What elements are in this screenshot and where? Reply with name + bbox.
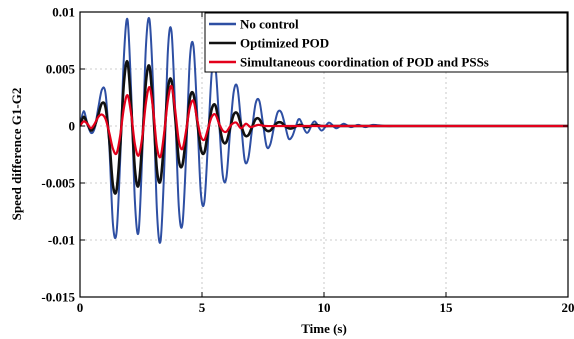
- y-axis-label: Speed difference G1-G2: [9, 88, 24, 221]
- tick-labels: 0 5 10 15 20 0.01 0.005 0 -0.005 -0.01 -0.015: [41, 5, 574, 316]
- y-tick-label: -0.01: [48, 233, 75, 248]
- legend-label-no-control: No control: [240, 17, 299, 32]
- series-line-no-control: [80, 17, 568, 244]
- y-tick-label: -0.005: [41, 176, 75, 191]
- y-tick-label: 0.01: [52, 5, 75, 20]
- x-tick-label: 5: [199, 300, 206, 315]
- y-tick-label: 0: [69, 119, 76, 134]
- x-tick-label: 0: [77, 300, 84, 315]
- x-tick-label: 20: [562, 300, 574, 315]
- legend-label-optimized-pod: Optimized POD: [240, 36, 329, 51]
- series-layer: [80, 17, 568, 244]
- legend-label-simultaneous-coordination: Simultaneous coordination of POD and PSS…: [240, 55, 489, 70]
- legend: No control Optimized POD Simultaneous co…: [204, 12, 568, 73]
- x-tick-label: 15: [440, 300, 454, 315]
- y-tick-label: 0.005: [46, 62, 76, 77]
- series-line-optimized-pod: [80, 59, 568, 195]
- x-tick-label: 10: [318, 300, 331, 315]
- x-axis-label: Time (s): [301, 321, 347, 336]
- series-line-simultaneous-coordination: [80, 84, 568, 159]
- legend-box: [204, 12, 568, 73]
- y-tick-label: -0.015: [41, 290, 75, 305]
